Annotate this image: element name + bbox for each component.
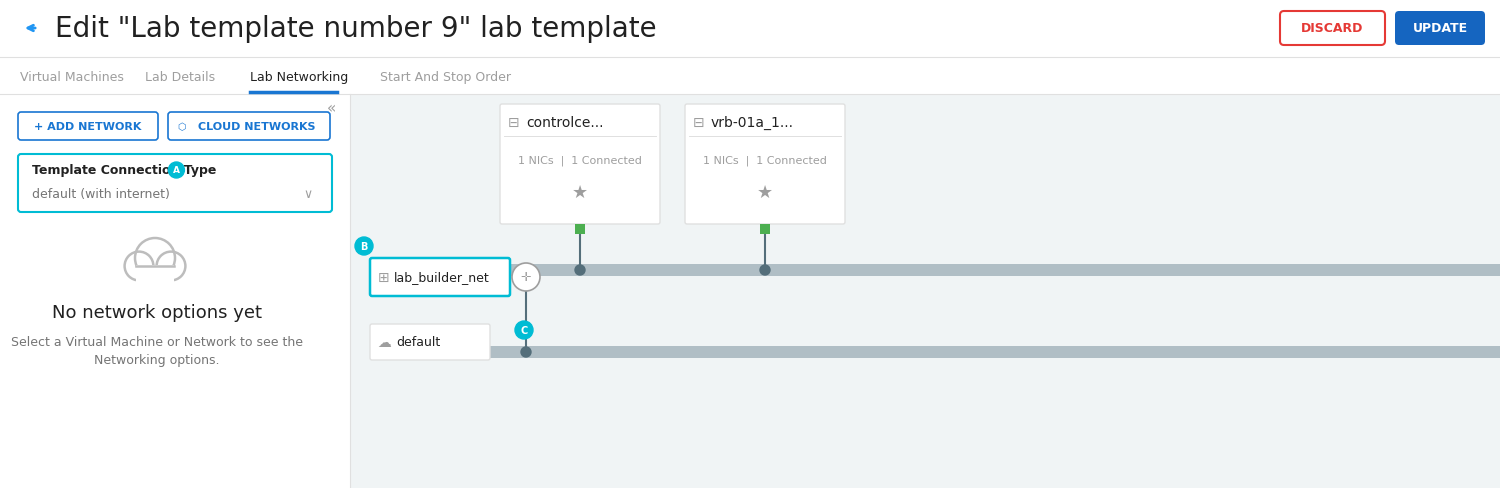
Text: ⊟: ⊟ <box>509 116 520 130</box>
Text: Edit "Lab template number 9" lab template: Edit "Lab template number 9" lab templat… <box>56 15 657 43</box>
Text: B: B <box>360 242 368 251</box>
Text: A: A <box>172 166 180 175</box>
Text: Virtual Machines: Virtual Machines <box>20 71 125 84</box>
Bar <box>0 95 350 488</box>
Text: CLOUD NETWORKS: CLOUD NETWORKS <box>198 122 315 132</box>
Text: default (with internet): default (with internet) <box>32 188 170 201</box>
Text: Lab Details: Lab Details <box>146 71 214 84</box>
Text: DISCARD: DISCARD <box>1300 22 1364 36</box>
Text: ⊞: ⊞ <box>378 270 390 285</box>
Text: ⊟: ⊟ <box>693 116 705 130</box>
Text: + ADD NETWORK: + ADD NETWORK <box>34 122 141 132</box>
Text: 1 NICs  |  1 Connected: 1 NICs | 1 Connected <box>518 156 642 166</box>
FancyBboxPatch shape <box>686 105 844 224</box>
Text: «: « <box>327 102 336 116</box>
Bar <box>450 264 1500 276</box>
Circle shape <box>356 238 374 256</box>
Circle shape <box>760 265 770 275</box>
Text: Lab Networking: Lab Networking <box>251 71 348 84</box>
FancyBboxPatch shape <box>168 113 330 141</box>
FancyBboxPatch shape <box>1395 12 1485 46</box>
Circle shape <box>514 321 532 339</box>
Text: No network options yet: No network options yet <box>53 304 262 321</box>
Text: Networking options.: Networking options. <box>94 354 219 367</box>
Bar <box>450 346 1500 358</box>
Circle shape <box>126 253 153 280</box>
Text: default: default <box>396 336 441 349</box>
Text: Start And Stop Order: Start And Stop Order <box>380 71 512 84</box>
Bar <box>760 224 770 235</box>
Bar <box>350 95 1500 488</box>
Text: ★: ★ <box>758 183 772 202</box>
Text: 1 NICs  |  1 Connected: 1 NICs | 1 Connected <box>704 156 827 166</box>
Text: C: C <box>520 325 528 335</box>
Text: ☁: ☁ <box>376 335 392 349</box>
Text: Template Connection Type: Template Connection Type <box>32 164 216 177</box>
Text: UPDATE: UPDATE <box>1413 22 1467 36</box>
FancyBboxPatch shape <box>370 325 490 360</box>
Circle shape <box>158 253 184 280</box>
Text: Select a Virtual Machine or Network to see the: Select a Virtual Machine or Network to s… <box>10 336 303 349</box>
Text: lab_builder_net: lab_builder_net <box>394 271 489 284</box>
FancyBboxPatch shape <box>1280 12 1384 46</box>
FancyBboxPatch shape <box>370 259 510 296</box>
Bar <box>136 265 174 284</box>
FancyBboxPatch shape <box>18 155 332 213</box>
Text: ⬡: ⬡ <box>177 122 186 132</box>
FancyBboxPatch shape <box>18 113 158 141</box>
Text: ∨: ∨ <box>303 188 312 201</box>
Text: ★: ★ <box>572 183 588 202</box>
Circle shape <box>136 240 174 278</box>
Circle shape <box>512 264 540 291</box>
Circle shape <box>574 265 585 275</box>
Bar <box>574 224 585 235</box>
FancyBboxPatch shape <box>500 105 660 224</box>
Circle shape <box>168 163 184 179</box>
Text: controlce...: controlce... <box>526 116 603 130</box>
Text: vrb-01a_1...: vrb-01a_1... <box>711 116 794 130</box>
Text: ✛: ✛ <box>520 271 531 284</box>
Circle shape <box>520 347 531 357</box>
